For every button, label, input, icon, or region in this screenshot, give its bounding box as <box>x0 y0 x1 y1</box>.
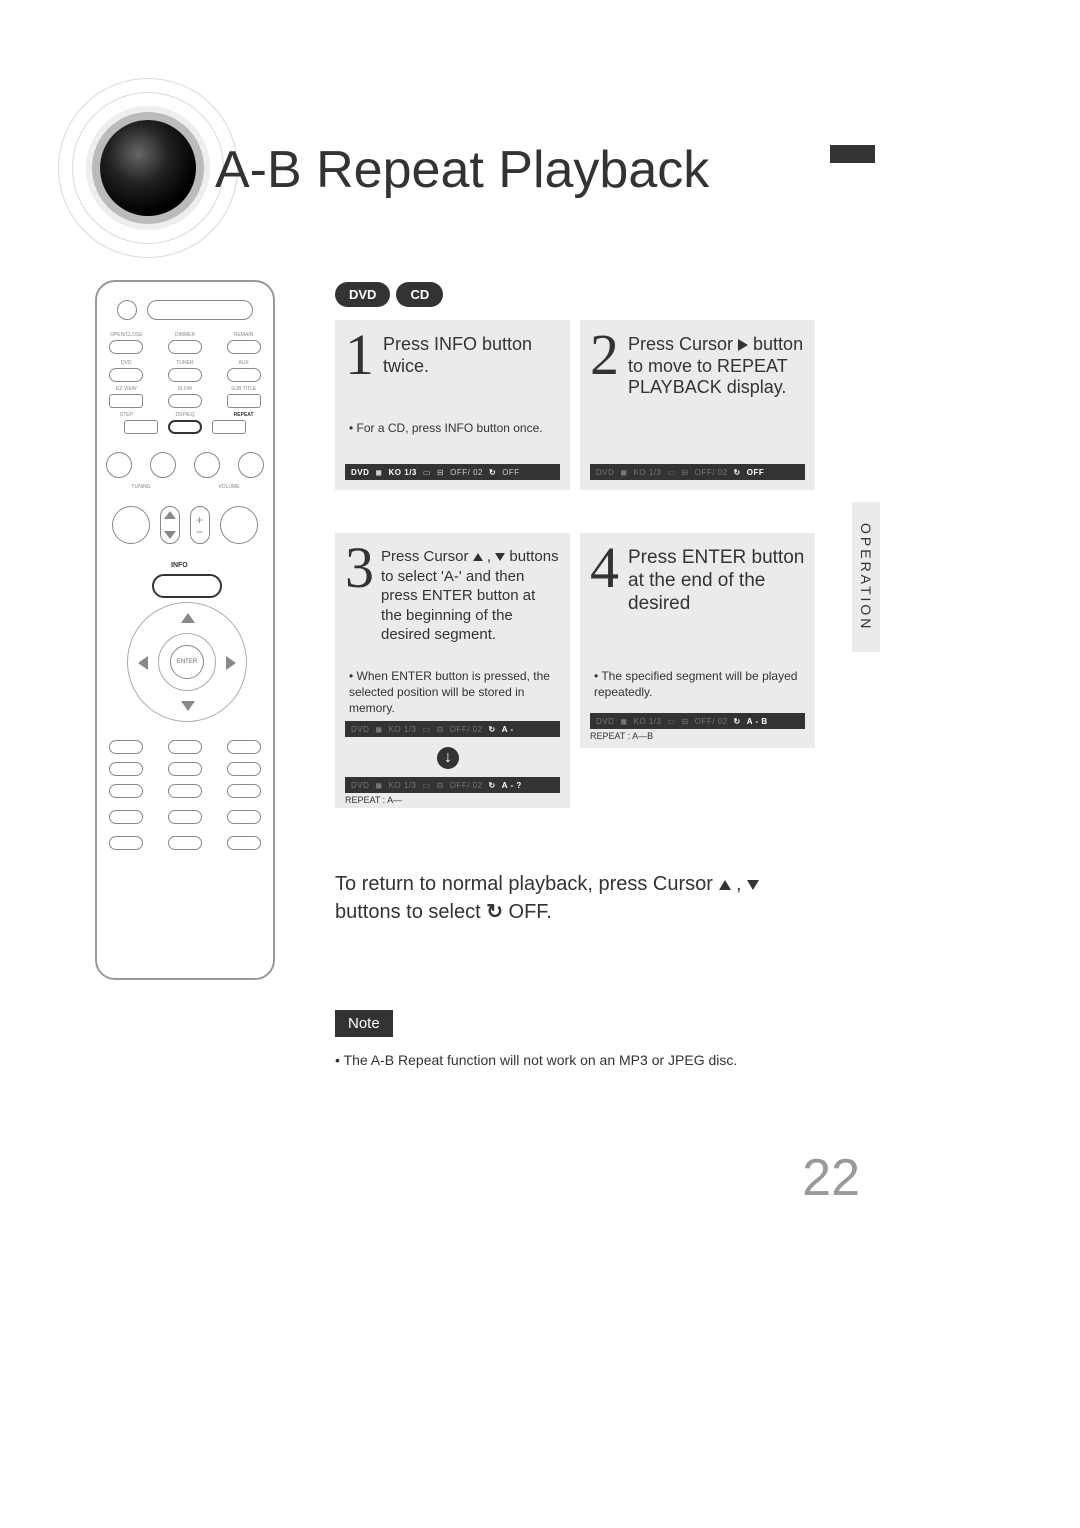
step-4-sublabel: REPEAT : A—B <box>590 731 653 741</box>
step-4-note: • The specified segment will be played r… <box>594 668 801 700</box>
cursor-right-icon <box>738 339 748 351</box>
step-1-infobar: DVD ◼ KO 1/3 ▭ ⊟ OFF/ 02 OFF <box>345 464 560 480</box>
return-instruction: To return to normal playback, press Curs… <box>335 870 850 926</box>
repeat-label: REPEAT <box>215 412 273 418</box>
step-1-title: Press INFO button twice. <box>383 334 560 377</box>
media-pills: DVD CD <box>335 282 443 307</box>
step-2-title: Press Cursor button to move to REPEAT PL… <box>628 334 805 399</box>
side-tab: OPERATION <box>852 502 880 652</box>
step-3-infobar-2: DVD ◼ KO 1/3 ▭ ⊟ OFF/ 02 A - ? <box>345 777 560 793</box>
repeat-button-highlight <box>168 420 202 434</box>
cd-pill: CD <box>396 282 443 307</box>
step-4-number: 4 <box>590 539 619 597</box>
side-tab-label: OPERATION <box>858 523 874 631</box>
info-button-highlight <box>152 574 222 598</box>
cursor-up-icon <box>719 880 731 890</box>
step-3-note: • When ENTER button is pressed, the sele… <box>349 668 556 717</box>
step-2-infobar: DVD ◼ KO 1/3 ▭ ⊟ OFF/ 02 OFF <box>590 464 805 480</box>
step-3-infobar-1: DVD ◼ KO 1/3 ▭ ⊟ OFF/ 02 A - <box>345 721 560 737</box>
info-label: INFO <box>171 562 188 569</box>
step-3-title: Press Cursor , buttons to select 'A-' an… <box>381 547 560 645</box>
page-number: 22 <box>802 1148 860 1208</box>
step-1-note: • For a CD, press INFO button once. <box>349 420 556 436</box>
step-1-number: 1 <box>345 326 374 384</box>
cursor-down-icon <box>495 553 505 561</box>
step-4-title: Press ENTER button at the end of the des… <box>628 547 805 615</box>
speaker-decoration <box>58 78 238 258</box>
step-1-card: 1 Press INFO button twice. • For a CD, p… <box>335 320 570 490</box>
cursor-down-icon <box>747 880 759 890</box>
step-2-number: 2 <box>590 326 619 384</box>
step-3-sublabel: REPEAT : A— <box>345 795 402 805</box>
repeat-icon <box>486 901 503 923</box>
note-box: Note <box>335 1010 393 1037</box>
dvd-pill: DVD <box>335 282 390 307</box>
step-3-number: 3 <box>345 539 374 597</box>
step-4-infobar: DVD ◼ KO 1/3 ▭ ⊟ OFF/ 02 A - B <box>590 713 805 729</box>
step-2-card: 2 Press Cursor button to move to REPEAT … <box>580 320 815 490</box>
dpad: ENTER <box>127 602 247 722</box>
title-marker <box>830 145 875 163</box>
note-label: Note <box>348 1015 380 1032</box>
down-arrow-icon: ↓ <box>437 747 459 769</box>
cursor-up-icon <box>473 553 483 561</box>
step-3-card: 3 Press Cursor , buttons to select 'A-' … <box>335 533 570 808</box>
page-title: A-B Repeat Playback <box>215 140 709 200</box>
remote-illustration: OPEN/CLOSE DIMMER REMAIN DVD TUNER AUX E… <box>95 280 275 980</box>
note-text: • The A-B Repeat function will not work … <box>335 1052 850 1068</box>
step-4-card: 4 Press ENTER button at the end of the d… <box>580 533 815 748</box>
